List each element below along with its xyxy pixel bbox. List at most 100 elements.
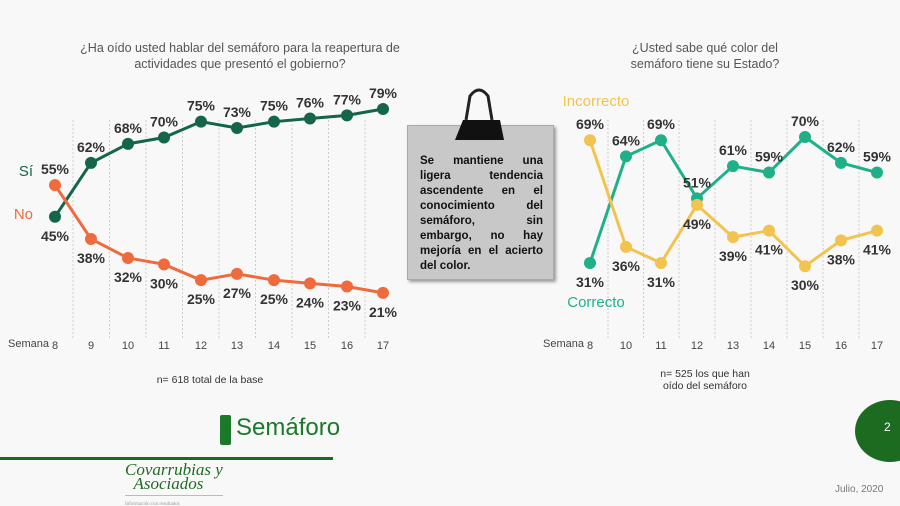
data-label: 41% — [863, 242, 892, 258]
data-label: 64% — [612, 132, 641, 148]
data-label: 32% — [114, 269, 143, 285]
legend-label: Incorrecto — [563, 93, 630, 110]
data-label: 41% — [755, 242, 784, 258]
data-label: 79% — [369, 85, 398, 101]
data-point — [835, 234, 847, 247]
data-label: 45% — [41, 228, 70, 244]
data-point — [691, 198, 703, 211]
data-point — [763, 224, 775, 237]
data-label: 25% — [187, 291, 216, 307]
data-label: 77% — [333, 91, 362, 107]
left-sample-note: n= 618 total de la base — [156, 374, 264, 386]
right-chart-title: ¿Usted sabe qué color del semáforo tiene… — [630, 41, 780, 71]
data-label: 76% — [296, 95, 325, 111]
data-point — [377, 103, 389, 115]
series-line — [53, 184, 384, 295]
data-point — [231, 267, 243, 280]
x-tick-label: 13 — [727, 340, 739, 352]
data-label: 38% — [77, 250, 106, 266]
data-point — [195, 115, 207, 128]
x-tick-label: 12 — [691, 340, 703, 352]
data-point — [122, 137, 134, 150]
series-line — [53, 107, 384, 218]
data-point — [727, 160, 739, 173]
data-label: 62% — [77, 139, 106, 155]
data-label: 24% — [296, 294, 325, 310]
data-label: 75% — [260, 98, 289, 114]
data-point — [871, 224, 883, 237]
data-point — [620, 240, 632, 253]
legend-label: Sí — [19, 163, 34, 180]
x-tick-label: 15 — [799, 340, 811, 352]
data-label: 23% — [333, 298, 362, 314]
data-label: 59% — [755, 149, 784, 165]
data-point — [871, 166, 883, 179]
data-label: 31% — [576, 274, 605, 290]
data-label: 30% — [791, 277, 820, 293]
page-badge — [855, 400, 900, 462]
right-sample-note: n= 525 los que han oído del semáforo — [660, 368, 750, 392]
data-point — [799, 260, 811, 273]
brand-title: Semáforo — [236, 414, 341, 441]
data-point — [727, 231, 739, 244]
data-point — [835, 156, 847, 169]
data-label: 25% — [260, 291, 289, 307]
charts-svg: 8 9 10 11 12 13 14 15 16 17 Semana 45% 62% 68% 70% 75% 7… — [8, 85, 892, 352]
x-axis-label: Semana — [8, 338, 50, 350]
data-label: 69% — [647, 116, 676, 132]
data-point — [231, 122, 243, 135]
x-tick-label: 14 — [268, 340, 280, 352]
data-point — [268, 274, 280, 287]
data-point — [584, 134, 596, 147]
company-logo: Covarrubias y Asociados Información con r… — [125, 461, 223, 506]
data-label: 39% — [719, 248, 748, 264]
data-point — [799, 131, 811, 143]
data-label: 61% — [719, 142, 748, 158]
data-point — [304, 277, 316, 290]
data-point — [49, 210, 61, 223]
data-label: 38% — [827, 251, 856, 267]
divider — [0, 457, 333, 460]
x-tick-label: 8 — [52, 340, 58, 352]
data-label: 21% — [369, 304, 398, 320]
data-label: 30% — [150, 275, 179, 291]
data-label: 31% — [647, 274, 676, 290]
data-label: 55% — [41, 161, 70, 177]
data-point — [341, 109, 353, 122]
data-point — [49, 179, 61, 192]
data-label: 73% — [223, 104, 252, 120]
data-label: 27% — [223, 285, 252, 301]
data-point — [584, 256, 596, 269]
data-label: 51% — [683, 174, 712, 190]
legend-label: No — [14, 206, 33, 223]
data-label: 69% — [576, 116, 605, 132]
x-tick-label: 12 — [195, 340, 207, 352]
binder-clip-icon — [455, 88, 504, 140]
data-point — [158, 258, 170, 271]
data-label: 75% — [187, 98, 216, 114]
data-point — [195, 274, 207, 287]
data-point — [85, 232, 97, 245]
x-tick-label: 15 — [304, 340, 316, 352]
callout-text: Se mantiene una ligera tendencia ascende… — [420, 155, 543, 272]
x-tick-label: 16 — [341, 340, 353, 352]
data-point — [763, 166, 775, 179]
x-tick-label: 17 — [871, 340, 883, 352]
x-tick-label: 10 — [122, 340, 134, 352]
data-label: 68% — [114, 120, 143, 136]
data-point — [304, 112, 316, 125]
data-point — [85, 156, 97, 169]
x-tick-label: 11 — [655, 340, 666, 352]
data-point — [341, 280, 353, 293]
callout-box: Se mantiene una ligera tendencia ascende… — [407, 125, 554, 280]
traffic-light-icon — [220, 415, 231, 445]
x-axis-label: Semana — [543, 338, 585, 350]
data-point — [620, 150, 632, 163]
page-number: 2 — [884, 420, 891, 434]
x-tick-label: 13 — [231, 340, 243, 352]
data-point — [655, 134, 667, 147]
data-point — [655, 256, 667, 269]
left-chart-title: ¿Ha oído usted hablar del semáforo para … — [80, 41, 400, 71]
x-tick-label: 16 — [835, 340, 847, 352]
